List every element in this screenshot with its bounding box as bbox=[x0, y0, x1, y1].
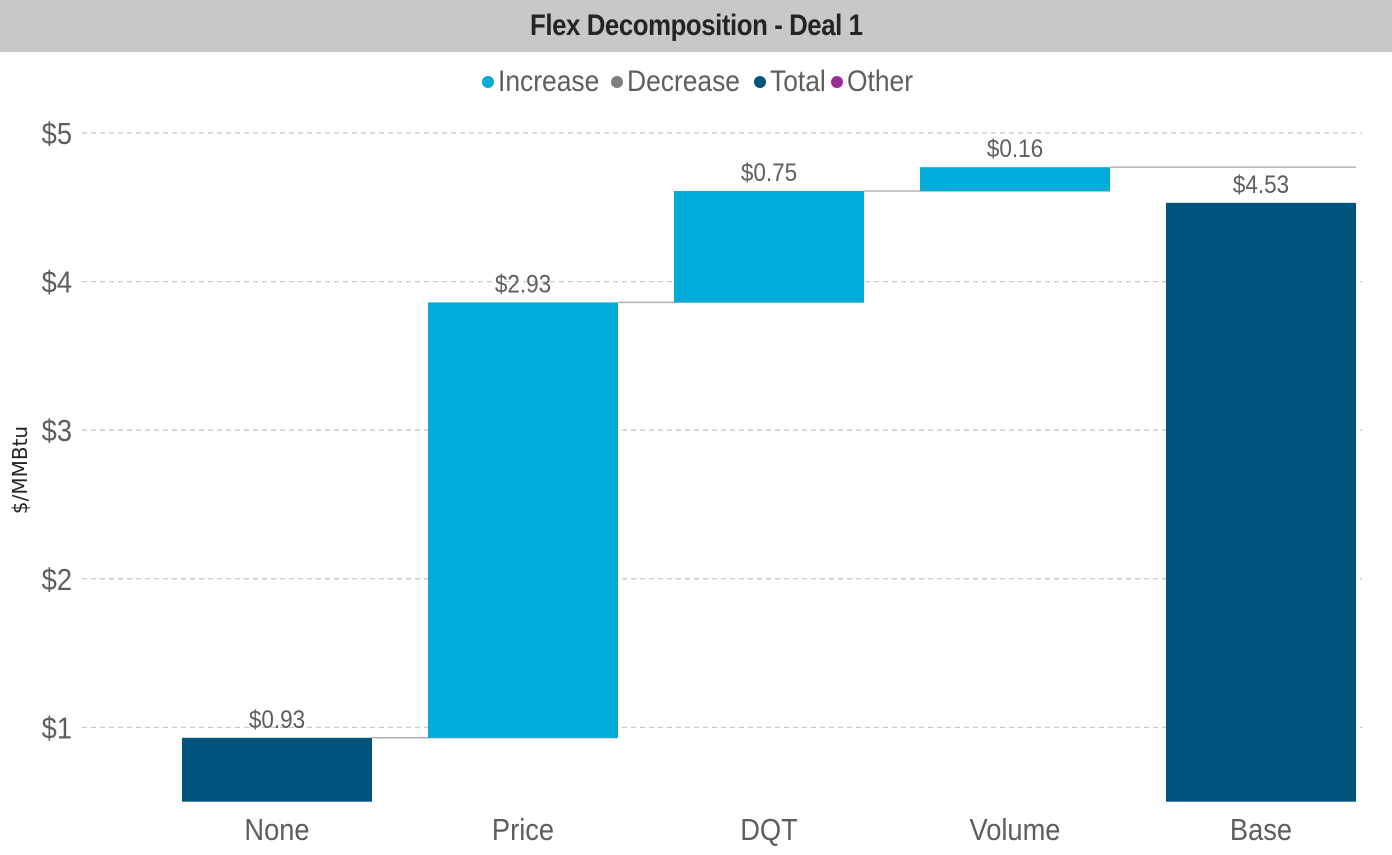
data-label: $4.53 bbox=[1233, 171, 1289, 199]
x-tick-label: DQT bbox=[740, 813, 798, 847]
legend-label-total: Total bbox=[769, 65, 826, 98]
legend-item-increase[interactable]: Increase bbox=[482, 65, 601, 99]
x-tick-label: Base bbox=[1230, 813, 1292, 847]
data-label: $2.93 bbox=[495, 270, 551, 298]
legend-marker-other bbox=[830, 76, 843, 88]
legend-label-decrease: Decrease bbox=[627, 65, 741, 98]
data-label: $0.16 bbox=[987, 135, 1043, 163]
chart-title: Flex Decomposition - Deal 1 bbox=[529, 9, 863, 42]
y-tick-label: $2 bbox=[42, 563, 72, 597]
legend-label-other: Other bbox=[846, 65, 913, 98]
y-tick-label: $3 bbox=[42, 415, 72, 449]
y-tick-label: $1 bbox=[42, 712, 72, 746]
data-label: $0.75 bbox=[741, 159, 797, 187]
waterfall-bar bbox=[1166, 202, 1356, 802]
y-tick-label: $4 bbox=[42, 266, 72, 300]
y-tick-label: $5 bbox=[42, 117, 72, 151]
x-tick-label: Price bbox=[492, 813, 554, 847]
legend-item-total[interactable]: Total bbox=[753, 65, 825, 99]
x-tick-label: None bbox=[244, 813, 309, 847]
waterfall-bar bbox=[428, 302, 618, 738]
legend-label-increase: Increase bbox=[498, 65, 600, 98]
waterfall-bar bbox=[674, 190, 864, 303]
legend-marker-increase bbox=[482, 76, 495, 88]
waterfall-bar bbox=[182, 737, 372, 802]
legend-item-decrease[interactable]: Decrease bbox=[611, 65, 743, 99]
x-tick-label: Volume bbox=[970, 813, 1061, 847]
chart-legend: Increase Decrease Total Other bbox=[0, 60, 1392, 104]
legend-marker-total bbox=[753, 76, 766, 88]
legend-marker-decrease bbox=[611, 76, 624, 88]
waterfall-bar bbox=[920, 167, 1110, 191]
legend-item-other[interactable]: Other bbox=[830, 65, 913, 99]
data-label: $0.93 bbox=[249, 706, 305, 734]
chart-title-bar: Flex Decomposition - Deal 1 bbox=[0, 0, 1392, 52]
